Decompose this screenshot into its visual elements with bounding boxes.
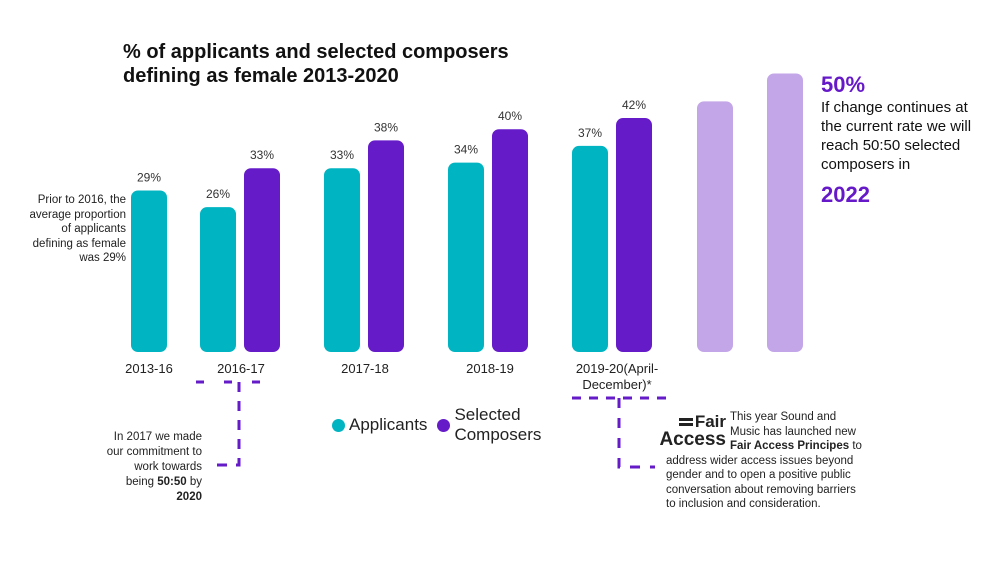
legend-label-line: Composers: [454, 425, 542, 444]
note-line: average proportion: [29, 208, 126, 221]
note-line: was 29%: [79, 252, 126, 264]
projection-text-line: If change continues at: [821, 99, 968, 116]
note-line: gender and to open a positive public: [666, 469, 851, 481]
bar-projected: [767, 73, 803, 352]
data-label-selected-composers: 33%: [250, 148, 274, 162]
x-tick-label: 2017-18: [341, 361, 389, 376]
legend-swatch-selected-composers: [437, 418, 451, 432]
note-text: to: [849, 440, 862, 452]
legend-label-line: Selected: [454, 405, 521, 424]
equals-icon: [678, 416, 693, 428]
legend-label-applicants: Applicants: [349, 415, 428, 434]
projection-text-line: composers in: [821, 156, 911, 173]
projection-text-line: reach 50:50 selected: [821, 137, 961, 154]
bar-applicants: [324, 168, 360, 352]
projection-year: 2022: [821, 182, 870, 207]
data-label-selected-composers: 42%: [622, 98, 646, 112]
note-line: of applicants: [61, 223, 126, 235]
bar-projected: [697, 101, 733, 352]
legend-item-selected-composers: Selected Composers: [437, 405, 541, 445]
note-line: to inclusion and consideration.: [666, 498, 821, 510]
x-tick-label: 2013-16: [125, 361, 173, 376]
note-line: Fair Access Principes to: [666, 439, 906, 454]
legend-label-selected-composers: Selected Composers: [454, 405, 541, 445]
data-label-applicants: 34%: [454, 143, 478, 157]
fair-access-logo-row1: Fair: [654, 413, 726, 430]
note-text: being: [125, 476, 158, 488]
note-line: defining as female: [32, 237, 126, 250]
bar-selected-composers: [616, 118, 652, 352]
note-line: Prior to 2016, the: [37, 194, 126, 206]
commitment-2017-note: In 2017 we made our commitment to work t…: [62, 430, 202, 505]
legend-item-applicants: Applicants: [332, 415, 427, 435]
bracket-2016-connector: [216, 382, 241, 467]
chart-title: % of applicants and selected composers d…: [123, 40, 573, 88]
x-tick-label: 2018-19: [466, 361, 514, 376]
fair-access-logo-text: Fair: [694, 412, 726, 431]
data-label-applicants: 26%: [206, 187, 230, 201]
note-line: Music has launched new: [730, 425, 856, 438]
fair-access-logo: Fair Access: [654, 413, 726, 449]
legend: Applicants Selected Composers: [332, 405, 551, 445]
fair-access-logo-text: Access: [659, 429, 726, 450]
note-line: address wider access issues beyond: [666, 454, 854, 467]
projection-text-line: the current rate we will: [821, 118, 972, 135]
note-line: work towards: [134, 461, 202, 473]
projection-percent: 50%: [821, 72, 866, 97]
note-bold-text: Fair Access Principes: [730, 440, 850, 452]
x-tick-label: December)*: [582, 377, 651, 392]
bar-applicants: [200, 207, 236, 352]
data-label-applicants: 33%: [330, 148, 354, 162]
note-line: This year Sound and: [730, 411, 837, 423]
bar-applicants: [131, 190, 167, 352]
chart-title-line-1: % of applicants and selected composers: [123, 41, 509, 63]
note-text: by: [186, 476, 202, 488]
data-label-selected-composers: 38%: [374, 120, 398, 134]
bar-selected-composers: [492, 129, 528, 352]
bar-applicants: [572, 145, 608, 352]
bar-selected-composers: [368, 140, 404, 352]
note-line: 2020: [62, 490, 202, 505]
data-label-applicants: 37%: [578, 126, 602, 140]
x-tick-label: 2019-20(April-: [576, 361, 658, 376]
note-line: In 2017 we made: [113, 431, 202, 443]
fair-access-note: This year Sound and Music has launched n…: [666, 410, 906, 512]
bar-selected-composers: [244, 168, 280, 352]
note-bold-text: 2020: [176, 491, 202, 503]
projection-callout: 50% If change continues at the current r…: [821, 72, 1006, 208]
data-label-applicants: 29%: [137, 170, 161, 184]
chart-title-line-2: defining as female 2013-2020: [123, 65, 399, 87]
data-label-selected-composers: 40%: [498, 109, 522, 123]
note-bold-text: 50:50: [157, 476, 187, 488]
x-tick-label: 2016-17: [217, 361, 265, 376]
note-line: conversation about removing barriers: [666, 483, 856, 496]
legend-swatch-applicants: [332, 418, 345, 432]
note-line: being 50:50 by: [62, 475, 202, 490]
prior-2016-note: Prior to 2016, the average proportion of…: [0, 193, 126, 266]
note-line: our commitment to: [106, 446, 202, 458]
bar-applicants: [448, 162, 484, 352]
bracket-2019-connector: [617, 398, 655, 469]
